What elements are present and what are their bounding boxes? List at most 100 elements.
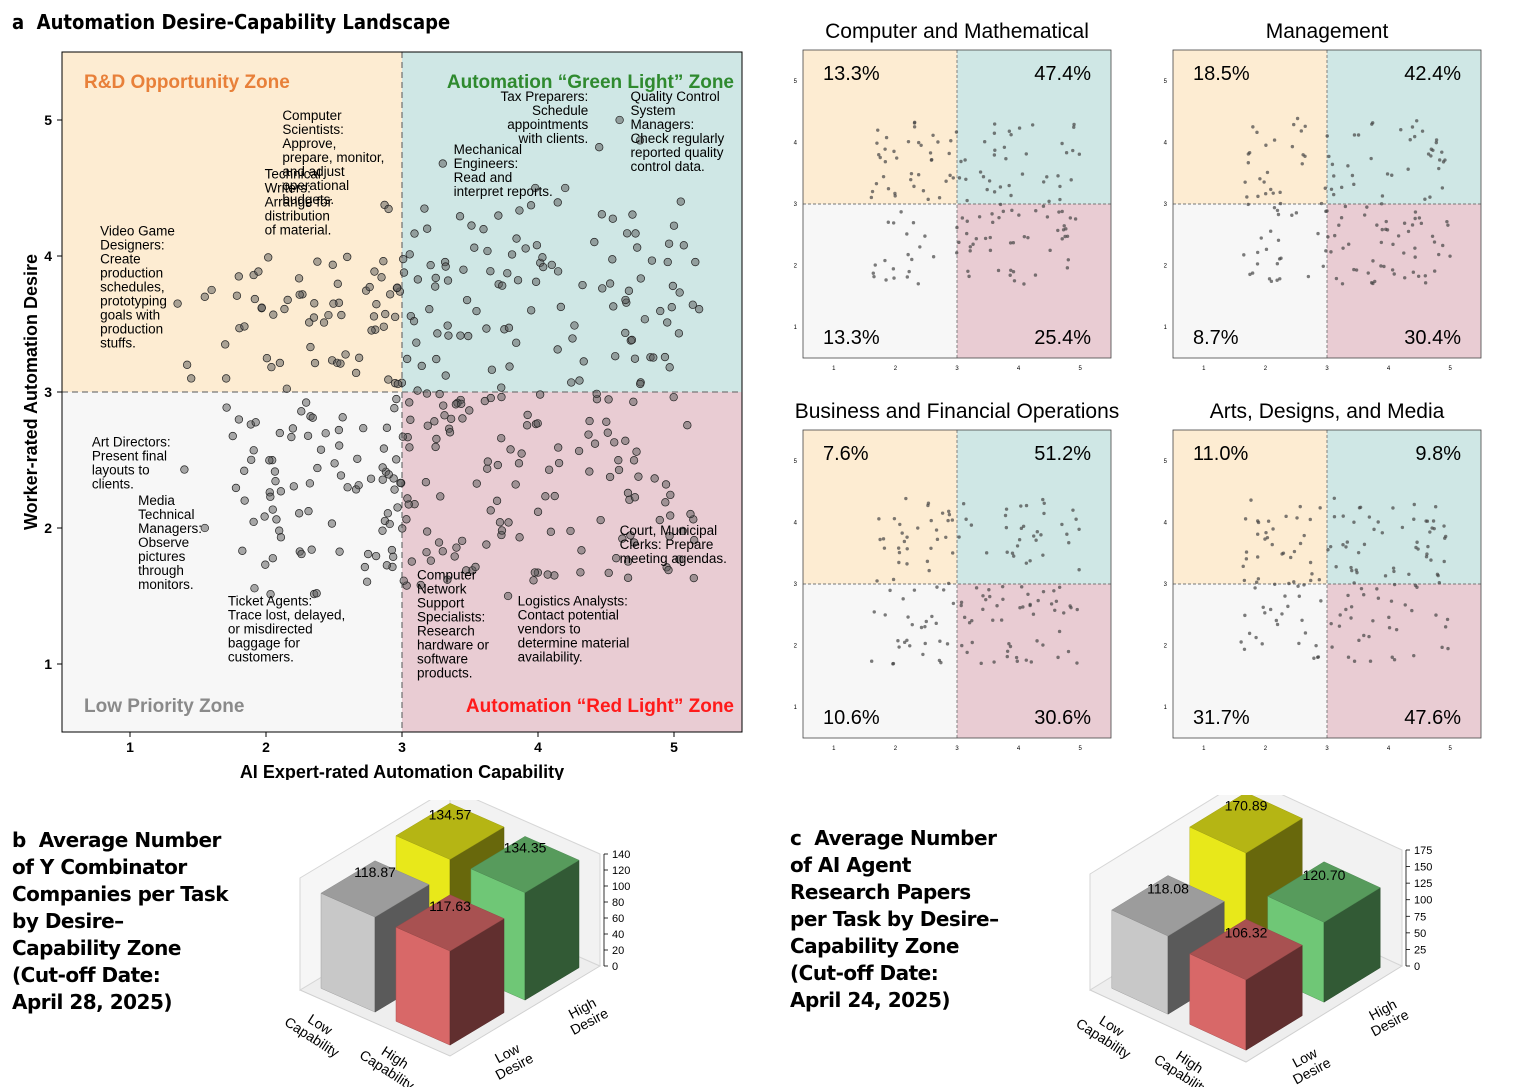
mini-x-tick-label: 5 (1449, 746, 1453, 752)
annotation: Computer Scientists: Approve, prepare, moni… (282, 108, 384, 207)
mini-scatter-point (961, 501, 966, 506)
scatter-point (504, 518, 513, 527)
mini-scatter-point (964, 177, 968, 181)
mini-scatter-point (992, 660, 996, 664)
mini-scatter-point (1017, 538, 1022, 542)
mini-scatter-point (1408, 138, 1412, 142)
mini-scatter-point (897, 560, 901, 565)
scatter-point (503, 591, 513, 601)
scatter-point (512, 338, 521, 347)
scatter-point (590, 237, 599, 247)
scatter-point (412, 338, 421, 347)
scatter-point (335, 547, 344, 556)
mini-scatter-point (962, 615, 967, 620)
scatter-point (423, 224, 432, 233)
mini-scatter-point (950, 551, 955, 555)
mini-scatter-point (1402, 221, 1407, 225)
z-tick-label: 100 (1414, 895, 1432, 907)
scatter-point (661, 480, 671, 489)
mini-scatter-point (1407, 572, 1411, 576)
scatter-point (334, 425, 344, 435)
mini-x-tick-label: 3 (1325, 746, 1329, 752)
mini-scatter-point (995, 604, 999, 608)
mini-scatter-point (939, 660, 943, 665)
scatter-point (487, 365, 497, 374)
mini-scatter-point (1423, 281, 1428, 285)
annotation: Court, Municipal Clerks: Prepare meeting a… (620, 523, 727, 566)
scatter-point (456, 331, 465, 340)
scatter-point (575, 376, 584, 385)
scatter-point (238, 546, 247, 555)
scatter-point (406, 415, 415, 424)
scatter-point (669, 221, 679, 230)
scatter-point (436, 492, 445, 501)
mini-scatter-point (1011, 554, 1016, 558)
scatter-point (629, 456, 639, 465)
mini-scatter-point (1362, 633, 1366, 638)
quadrant-percent-top-left: 18.5% (1193, 63, 1250, 85)
scatter-point (689, 536, 699, 545)
scatter-point (614, 456, 623, 465)
mini-scatter-point (1413, 210, 1418, 214)
panel-a-title: a Automation Desire-Capability Landscape (12, 10, 450, 34)
scatter-point (514, 459, 524, 468)
z-tick-label: 125 (1414, 878, 1432, 890)
mini-scatter-point (871, 271, 875, 275)
mini-scatter-point (1315, 655, 1320, 659)
scatter-point (483, 246, 492, 256)
mini-scatter-point (981, 607, 985, 612)
mini-x-tick-label: 2 (1264, 746, 1268, 752)
mini-scatter-point (1253, 586, 1257, 590)
mini-scatter-point (1329, 621, 1333, 626)
scatter-point (602, 417, 611, 426)
scatter-point (422, 527, 432, 536)
scatter-point (269, 310, 278, 319)
mini-scatter-point (929, 518, 933, 523)
scatter-point (385, 290, 395, 299)
panel-b-title-text: Average Number of Y Combinator Companies… (12, 828, 229, 1014)
scatter-point (222, 403, 231, 412)
mini-scatter-point (1317, 578, 1322, 582)
mini-scatter-point (1349, 565, 1353, 570)
bar-face-top (320, 860, 430, 918)
mini-scatter-point (1277, 257, 1282, 261)
scatter-point (262, 354, 272, 363)
scatter-point (603, 428, 612, 437)
mini-scatter-point (1057, 585, 1062, 590)
mini-scatter-point (1416, 547, 1420, 551)
mini-scatter-point (978, 170, 983, 174)
scatter-point (360, 562, 370, 572)
mini-scatter-point (1424, 554, 1429, 559)
mini-scatter-point (1370, 122, 1374, 126)
mini-scatter-point (1075, 607, 1079, 612)
mini-scatter-point (1352, 581, 1356, 585)
mini-scatter-point (883, 159, 888, 164)
scatter-point (497, 434, 506, 443)
scatter-point (392, 455, 401, 464)
scatter-point (568, 334, 577, 343)
mini-scatter-point (1072, 122, 1076, 127)
mini-x-tick-label: 1 (832, 366, 836, 372)
scatter-point (504, 323, 514, 332)
quadrant-percent-bottom-left: 10.6% (823, 707, 880, 729)
mini-scatter-point (1056, 655, 1060, 660)
mini-scatter-point (1329, 250, 1333, 254)
mini-scatter-point (888, 588, 892, 593)
mini-scatter-point (992, 190, 997, 194)
mini-scatter-point (1303, 124, 1307, 129)
scatter-point (585, 467, 594, 476)
scatter-point (301, 398, 311, 407)
scatter-point (522, 421, 532, 430)
scatter-point (377, 273, 386, 282)
mini-scatter-point (1428, 195, 1432, 199)
scatter-point (694, 305, 704, 314)
annotation: Video Game Designers: Create production sche… (100, 224, 175, 351)
mini-scatter-point (987, 179, 992, 183)
scatter-point (665, 531, 674, 541)
mini-scatter-point (1403, 276, 1407, 280)
scatter-point (354, 481, 363, 490)
mini-chart-management: Management 1 2 3 4 5 1 2 3 4 5 18.5% 42.4% 8.7% 30.4% (1164, 20, 1482, 372)
scatter-point (335, 441, 344, 450)
bar3d-chart-papers: 0 25 50 75 100 125 150 175 170.89 120.70 118.08 106… (1073, 795, 1432, 1087)
scatter-point (688, 300, 697, 309)
